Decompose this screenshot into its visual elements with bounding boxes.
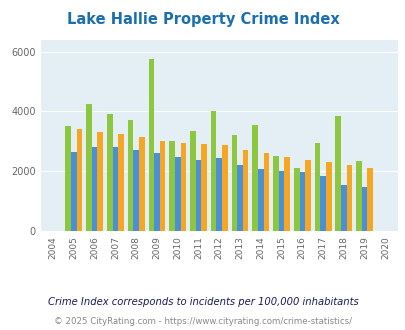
- Bar: [118, 134, 124, 231]
- Bar: [263, 153, 269, 231]
- Bar: [237, 165, 242, 231]
- Bar: [346, 165, 352, 231]
- Bar: [128, 120, 133, 231]
- Bar: [154, 153, 159, 231]
- Bar: [190, 131, 195, 231]
- Bar: [355, 161, 361, 231]
- Bar: [180, 143, 185, 231]
- Bar: [201, 144, 207, 231]
- Bar: [222, 145, 227, 231]
- Bar: [210, 112, 216, 231]
- Bar: [314, 143, 320, 231]
- Bar: [112, 147, 118, 231]
- Bar: [340, 185, 346, 231]
- Text: © 2025 CityRating.com - https://www.cityrating.com/crime-statistics/: © 2025 CityRating.com - https://www.city…: [54, 317, 351, 326]
- Bar: [107, 115, 112, 231]
- Bar: [299, 172, 305, 231]
- Bar: [252, 125, 257, 231]
- Bar: [195, 160, 201, 231]
- Bar: [92, 147, 97, 231]
- Bar: [86, 104, 92, 231]
- Bar: [293, 168, 299, 231]
- Bar: [77, 129, 82, 231]
- Text: Lake Hallie Property Crime Index: Lake Hallie Property Crime Index: [66, 12, 339, 26]
- Bar: [257, 169, 263, 231]
- Bar: [175, 157, 180, 231]
- Bar: [320, 176, 325, 231]
- Bar: [242, 150, 248, 231]
- Bar: [133, 150, 139, 231]
- Bar: [65, 126, 71, 231]
- Bar: [159, 141, 165, 231]
- Bar: [325, 162, 331, 231]
- Bar: [139, 137, 144, 231]
- Bar: [367, 168, 372, 231]
- Bar: [278, 171, 284, 231]
- Bar: [216, 158, 222, 231]
- Text: Crime Index corresponds to incidents per 100,000 inhabitants: Crime Index corresponds to incidents per…: [47, 297, 358, 307]
- Bar: [97, 132, 103, 231]
- Bar: [335, 116, 340, 231]
- Bar: [71, 152, 77, 231]
- Bar: [305, 160, 310, 231]
- Bar: [284, 157, 289, 231]
- Bar: [169, 141, 175, 231]
- Bar: [148, 59, 154, 231]
- Bar: [361, 187, 367, 231]
- Bar: [273, 156, 278, 231]
- Bar: [231, 135, 237, 231]
